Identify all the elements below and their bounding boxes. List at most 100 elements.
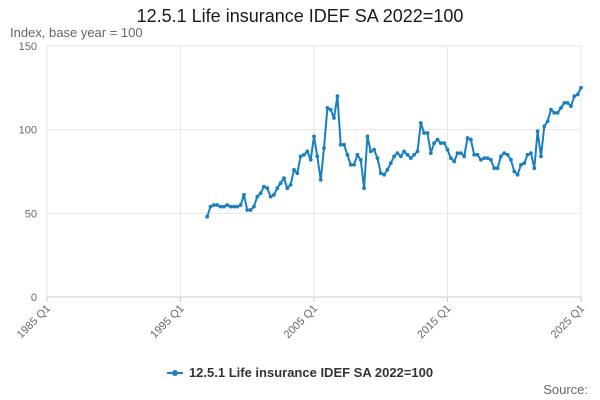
data-point[interactable] <box>335 94 340 99</box>
data-point[interactable] <box>415 149 420 154</box>
data-point[interactable] <box>452 159 457 164</box>
data-point[interactable] <box>318 178 323 182</box>
data-point[interactable] <box>395 151 400 156</box>
data-point[interactable] <box>255 194 260 199</box>
data-point[interactable] <box>402 149 406 154</box>
data-point[interactable] <box>315 154 320 159</box>
data-point[interactable] <box>248 208 253 212</box>
data-point[interactable] <box>232 204 236 209</box>
data-point[interactable] <box>565 101 570 105</box>
data-point[interactable] <box>292 167 296 172</box>
data-point[interactable] <box>432 141 436 146</box>
data-point[interactable] <box>475 152 480 157</box>
data-point[interactable] <box>479 157 483 162</box>
data-point[interactable] <box>459 151 463 156</box>
data-point[interactable] <box>338 142 343 147</box>
data-point[interactable] <box>542 124 547 129</box>
data-point[interactable] <box>465 136 470 140</box>
data-point[interactable] <box>495 166 500 171</box>
data-point[interactable] <box>529 151 533 156</box>
data-point[interactable] <box>469 137 473 142</box>
data-point[interactable] <box>445 147 450 152</box>
data-point[interactable] <box>522 161 527 166</box>
data-point[interactable] <box>552 111 557 115</box>
data-point[interactable] <box>222 204 226 209</box>
data-point[interactable] <box>275 186 280 191</box>
data-point[interactable] <box>485 156 490 161</box>
data-point[interactable] <box>472 152 477 157</box>
data-point[interactable] <box>569 104 573 109</box>
data-point[interactable] <box>225 203 230 207</box>
data-point[interactable] <box>332 116 336 120</box>
data-point[interactable] <box>418 121 423 125</box>
series-line[interactable] <box>206 87 582 218</box>
data-point[interactable] <box>405 152 410 157</box>
data-point[interactable] <box>525 152 530 157</box>
data-point[interactable] <box>378 171 383 176</box>
data-point[interactable] <box>572 94 577 99</box>
data-point[interactable] <box>519 162 523 167</box>
data-point[interactable] <box>499 154 503 159</box>
data-point[interactable] <box>342 142 346 147</box>
data-point[interactable] <box>245 208 250 212</box>
data-point[interactable] <box>238 203 243 207</box>
data-point[interactable] <box>492 166 497 171</box>
data-point[interactable] <box>428 151 433 156</box>
data-point[interactable] <box>265 186 270 191</box>
data-point[interactable] <box>242 193 246 197</box>
data-point[interactable] <box>455 151 460 156</box>
data-point[interactable] <box>368 149 373 154</box>
data-point[interactable] <box>425 131 430 135</box>
data-point[interactable] <box>392 154 396 159</box>
data-point[interactable] <box>515 172 520 177</box>
data-point[interactable] <box>422 131 426 135</box>
data-point[interactable] <box>285 186 290 191</box>
data-point[interactable] <box>545 119 550 124</box>
data-point[interactable] <box>262 184 266 189</box>
data-point[interactable] <box>215 203 220 207</box>
data-point[interactable] <box>412 152 416 157</box>
data-point[interactable] <box>325 106 330 110</box>
data-point[interactable] <box>375 156 380 161</box>
data-point[interactable] <box>252 204 256 209</box>
data-point[interactable] <box>212 203 216 207</box>
data-point[interactable] <box>278 181 283 186</box>
data-point[interactable] <box>512 169 517 174</box>
data-point[interactable] <box>372 147 376 152</box>
data-point[interactable] <box>562 101 567 105</box>
data-point[interactable] <box>205 214 210 219</box>
data-point[interactable] <box>388 161 393 166</box>
data-point[interactable] <box>539 154 543 159</box>
data-point[interactable] <box>282 176 286 181</box>
data-point[interactable] <box>295 171 300 176</box>
data-point[interactable] <box>345 152 350 157</box>
data-point[interactable] <box>442 141 447 146</box>
data-point[interactable] <box>382 172 386 177</box>
data-point[interactable] <box>305 149 310 154</box>
data-point[interactable] <box>502 151 507 156</box>
data-point[interactable] <box>348 162 353 167</box>
data-point[interactable] <box>385 167 390 172</box>
data-point[interactable] <box>575 92 580 97</box>
data-point[interactable] <box>268 194 273 199</box>
data-point[interactable] <box>328 107 333 112</box>
data-point[interactable] <box>579 85 583 90</box>
data-point[interactable] <box>448 156 453 161</box>
legend[interactable]: 12.5.1 Life insurance IDEF SA 2022=100 <box>0 365 600 380</box>
data-point[interactable] <box>288 183 293 187</box>
data-point[interactable] <box>355 152 360 157</box>
data-point[interactable] <box>358 157 363 162</box>
data-point[interactable] <box>352 162 356 167</box>
data-point[interactable] <box>362 186 366 191</box>
data-point[interactable] <box>505 152 510 157</box>
data-point[interactable] <box>365 134 370 139</box>
data-point[interactable] <box>555 111 560 115</box>
data-point[interactable] <box>549 107 553 112</box>
data-point[interactable] <box>302 152 306 157</box>
data-point[interactable] <box>509 157 513 162</box>
data-point[interactable] <box>218 204 223 209</box>
data-point[interactable] <box>308 157 313 162</box>
data-point[interactable] <box>435 137 440 142</box>
data-point[interactable] <box>258 191 263 196</box>
data-point[interactable] <box>228 204 233 209</box>
